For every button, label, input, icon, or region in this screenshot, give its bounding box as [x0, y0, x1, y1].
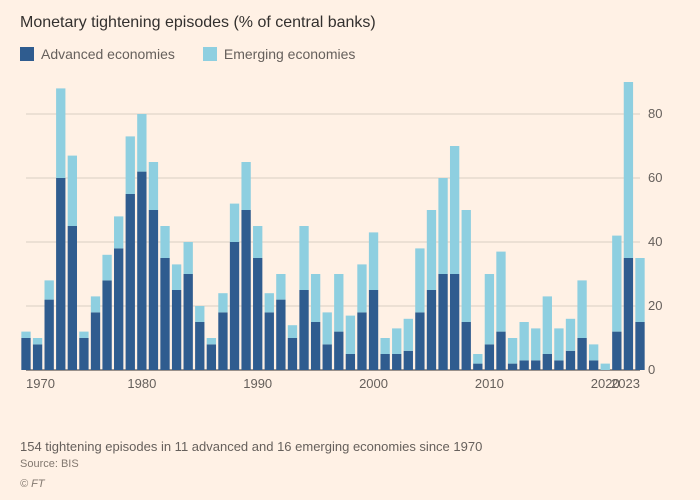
svg-text:40: 40: [648, 234, 662, 249]
legend-item-emerging: Emerging economies: [203, 46, 356, 62]
footnote: 154 tightening episodes in 11 advanced a…: [20, 439, 680, 454]
stacked-bar-chart: 0204060801970198019902000201020202023: [20, 74, 680, 394]
legend-item-advanced: Advanced economies: [20, 46, 175, 62]
svg-text:2023: 2023: [611, 376, 640, 391]
svg-text:60: 60: [648, 170, 662, 185]
swatch-advanced: [20, 47, 34, 61]
svg-text:1970: 1970: [26, 376, 55, 391]
chart-container: Monetary tightening episodes (% of centr…: [0, 0, 700, 500]
svg-text:1990: 1990: [243, 376, 272, 391]
legend-label-emerging: Emerging economies: [224, 46, 356, 62]
legend: Advanced economies Emerging economies: [20, 46, 680, 62]
svg-text:2000: 2000: [359, 376, 388, 391]
svg-text:0: 0: [648, 362, 655, 377]
swatch-emerging: [203, 47, 217, 61]
copyright-label: © FT: [20, 478, 680, 490]
chart-area: 0204060801970198019902000201020202023: [20, 74, 680, 429]
svg-text:1980: 1980: [127, 376, 156, 391]
chart-title: Monetary tightening episodes (% of centr…: [20, 14, 680, 32]
source-label: Source: BIS: [20, 458, 680, 470]
svg-text:20: 20: [648, 298, 662, 313]
svg-text:80: 80: [648, 106, 662, 121]
legend-label-advanced: Advanced economies: [41, 46, 175, 62]
svg-text:2010: 2010: [475, 376, 504, 391]
